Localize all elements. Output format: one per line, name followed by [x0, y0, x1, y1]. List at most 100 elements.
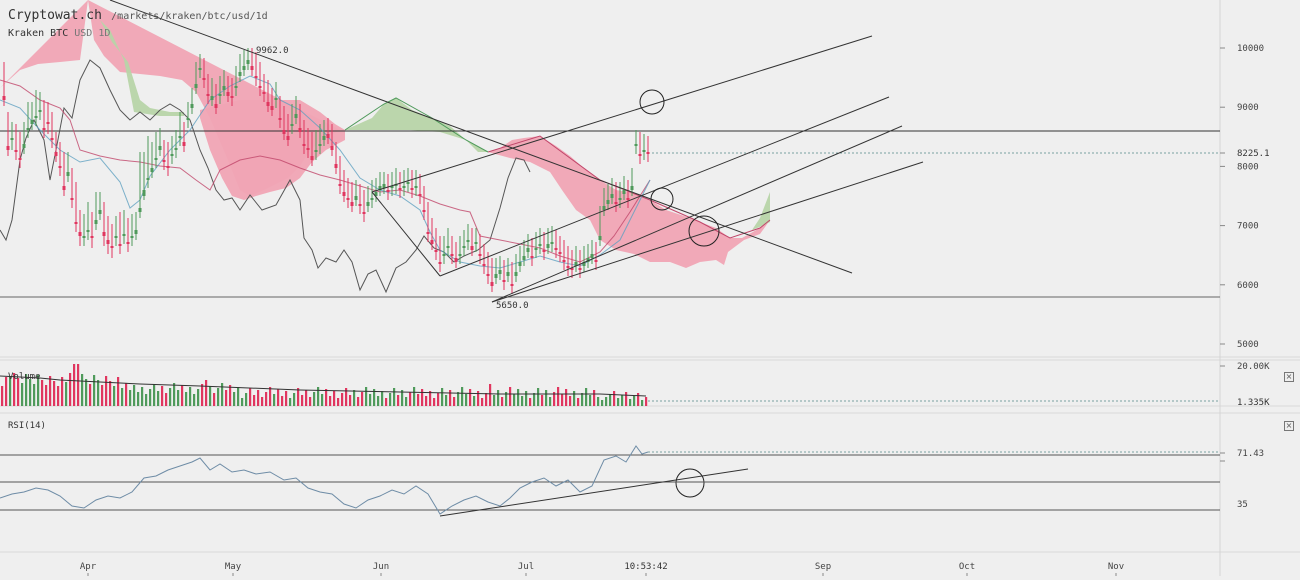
candle — [214, 84, 218, 114]
volume-bar — [489, 384, 492, 406]
candle-body — [422, 210, 426, 212]
candle — [182, 122, 186, 152]
candle-body — [294, 114, 298, 118]
candle — [466, 224, 470, 250]
candle — [594, 242, 598, 270]
candle-body — [454, 258, 458, 262]
high-price-label: 9962.0 — [256, 46, 289, 56]
interval-name[interactable]: 1D — [98, 28, 111, 39]
candle-body — [566, 266, 570, 268]
rsi-line — [0, 445, 649, 515]
market-subtitle: Kraken BTC USD 1D — [8, 28, 110, 39]
candle — [10, 122, 14, 150]
price-tick-label: 10000 — [1237, 44, 1264, 54]
site-brand[interactable]: Cryptowat.ch — [8, 8, 102, 23]
volume-bar — [309, 397, 312, 406]
candle-body — [302, 144, 306, 146]
volume-bar — [493, 395, 496, 406]
candle-body — [614, 202, 618, 204]
candle-body — [122, 234, 126, 236]
volume-bar — [389, 393, 392, 406]
candle-body — [362, 212, 366, 214]
volume-bar — [405, 397, 408, 406]
volume-bar — [569, 396, 572, 406]
candle-body — [386, 190, 390, 192]
volume-bar — [341, 393, 344, 406]
volume-close-icon[interactable]: × — [1284, 372, 1294, 382]
candle — [514, 254, 518, 282]
candle — [258, 62, 262, 96]
candle — [346, 178, 350, 208]
candle — [630, 168, 634, 196]
current-price-label: 8225.1 — [1237, 149, 1270, 159]
candle-body — [494, 274, 498, 278]
volume-bar — [433, 398, 436, 406]
volume-bar — [205, 380, 208, 406]
volume-bar — [329, 396, 332, 406]
volume-bar — [397, 395, 400, 406]
volume-bar — [373, 389, 376, 406]
candle — [506, 258, 510, 282]
candle-body — [462, 246, 466, 248]
candle-body — [158, 146, 162, 150]
candle-body — [62, 186, 66, 190]
candle — [338, 156, 342, 194]
candle-body — [514, 272, 518, 276]
candle-body — [178, 136, 182, 138]
candle — [478, 234, 482, 264]
volume-bar — [501, 397, 504, 406]
candle — [114, 216, 118, 246]
cloud-bull-1 — [100, 20, 184, 116]
candle — [262, 74, 266, 102]
candle — [494, 258, 498, 284]
candle-body — [234, 86, 238, 88]
volume-bar — [641, 400, 644, 406]
candle-body — [14, 150, 18, 152]
volume-bar — [145, 394, 148, 406]
price-tick-label: 8000 — [1237, 162, 1259, 172]
candle — [78, 210, 82, 246]
candle — [542, 232, 546, 260]
candle-body — [406, 182, 410, 184]
volume-bar — [5, 377, 8, 406]
candle — [586, 244, 590, 268]
volume-bar — [545, 390, 548, 406]
candle — [194, 62, 198, 94]
candle — [350, 182, 354, 212]
candle — [210, 78, 214, 106]
volume-bar — [129, 390, 132, 406]
candle-body — [630, 186, 634, 190]
candle-body — [150, 168, 154, 172]
rsi-close-icon[interactable]: × — [1284, 421, 1294, 431]
volume-bar — [161, 386, 164, 406]
candle-body — [114, 236, 118, 238]
cloud-bull-3 — [752, 192, 770, 230]
market-path: /markets/kraken/btc/usd/1d — [111, 11, 268, 22]
site-title[interactable]: Cryptowat.ch /markets/kraken/btc/usd/1d — [8, 8, 268, 23]
candle-body — [70, 198, 74, 200]
volume-bar — [261, 397, 264, 406]
candle-body — [378, 186, 382, 190]
candle — [146, 136, 150, 188]
candle-body — [2, 96, 6, 100]
candle — [306, 128, 310, 158]
volume-bar — [565, 389, 568, 406]
time-tick-label: Jun — [373, 562, 389, 572]
candle — [534, 232, 538, 258]
candle-body — [370, 198, 374, 200]
candle-body — [174, 148, 178, 150]
volume-average-line — [0, 375, 647, 397]
candle — [34, 90, 38, 126]
volume-bar — [13, 373, 16, 406]
candle — [366, 186, 370, 212]
candle — [98, 192, 102, 220]
candle-body — [418, 194, 422, 196]
candle — [26, 102, 30, 138]
candle-body — [326, 134, 330, 138]
candle — [390, 172, 394, 196]
volume-bar — [473, 396, 476, 406]
candle-body — [54, 152, 58, 156]
candle-body — [610, 194, 614, 198]
candle — [138, 152, 142, 218]
